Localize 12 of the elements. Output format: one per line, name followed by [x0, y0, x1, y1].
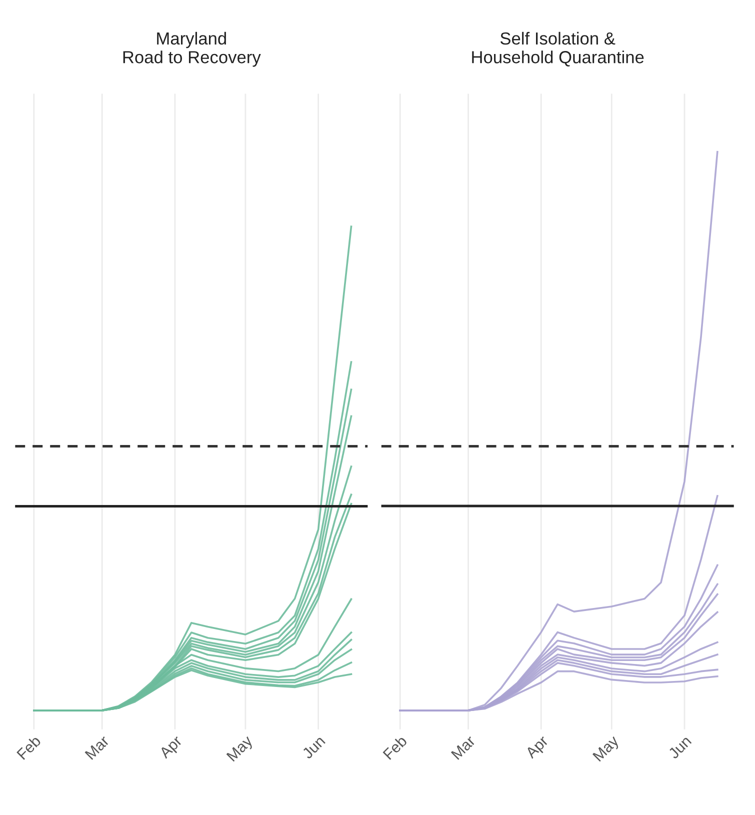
x-tick-label: May [226, 734, 256, 764]
chart-title: Self Isolation & Household Quarantine [472, 32, 644, 66]
x-tick-label: Mar [84, 734, 110, 760]
chart-title: Maryland Road to Recovery [123, 32, 261, 67]
x-tick-label: Feb [382, 734, 408, 760]
x-tick-label: Jun [301, 735, 326, 760]
x-tick-label: Feb [16, 734, 42, 760]
x-tick-label: May [592, 734, 622, 764]
x-tick-label: Apr [524, 734, 552, 762]
x-tick-label: Apr [158, 734, 185, 762]
x-tick-label: Jun [668, 735, 692, 760]
x-tick-label: Mar [450, 734, 476, 760]
